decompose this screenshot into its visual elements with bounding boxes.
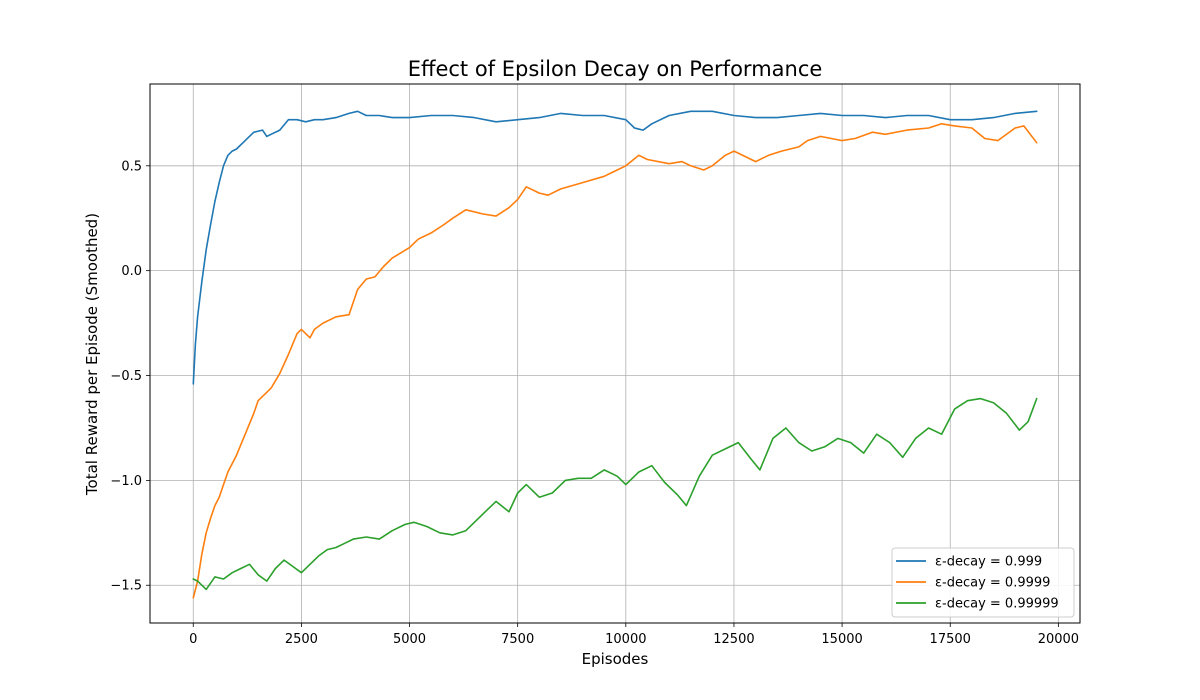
series-layer xyxy=(192,110,1038,599)
x-tick-label: 7500 xyxy=(501,632,534,647)
x-tick-label: 10000 xyxy=(605,632,646,647)
y-tick-label: −1.0 xyxy=(110,474,142,489)
y-axis-label: Total Reward per Episode (Smoothed) xyxy=(83,213,101,496)
x-tick-label: 5000 xyxy=(393,632,426,647)
legend: ε-decay = 0.999 ε-decay = 0.9999 ε-decay =… xyxy=(891,547,1075,618)
legend-label: ε-decay = 0.9999 xyxy=(935,576,1050,591)
y-tick-label: −0.5 xyxy=(110,369,142,384)
legend-label: ε-decay = 0.999 xyxy=(935,555,1042,570)
x-tick-label: 2500 xyxy=(285,632,318,647)
chart-title: Effect of Epsilon Decay on Performance xyxy=(408,57,823,81)
x-tick-label: 17500 xyxy=(930,632,971,647)
series-line-2 xyxy=(192,123,1038,599)
legend-box xyxy=(891,547,1075,618)
x-tick-label: 0 xyxy=(189,632,197,647)
series-line-3 xyxy=(192,397,1038,591)
y-tick-label: 0.5 xyxy=(121,159,142,174)
ticks: 0 2500 5000 7500 10000 12500 15000 17500 20000 −1… xyxy=(110,159,1079,647)
series-line-1 xyxy=(192,110,1038,385)
x-tick-label: 20000 xyxy=(1038,632,1079,647)
plot-frame xyxy=(149,83,1081,624)
x-tick-label: 15000 xyxy=(821,632,862,647)
y-tick-label: 0.0 xyxy=(121,264,142,279)
x-axis-label: Episodes xyxy=(582,650,649,668)
y-tick-label: −1.5 xyxy=(110,579,142,594)
x-tick-label: 12500 xyxy=(713,632,754,647)
legend-label: ε-decay = 0.99999 xyxy=(935,597,1059,612)
